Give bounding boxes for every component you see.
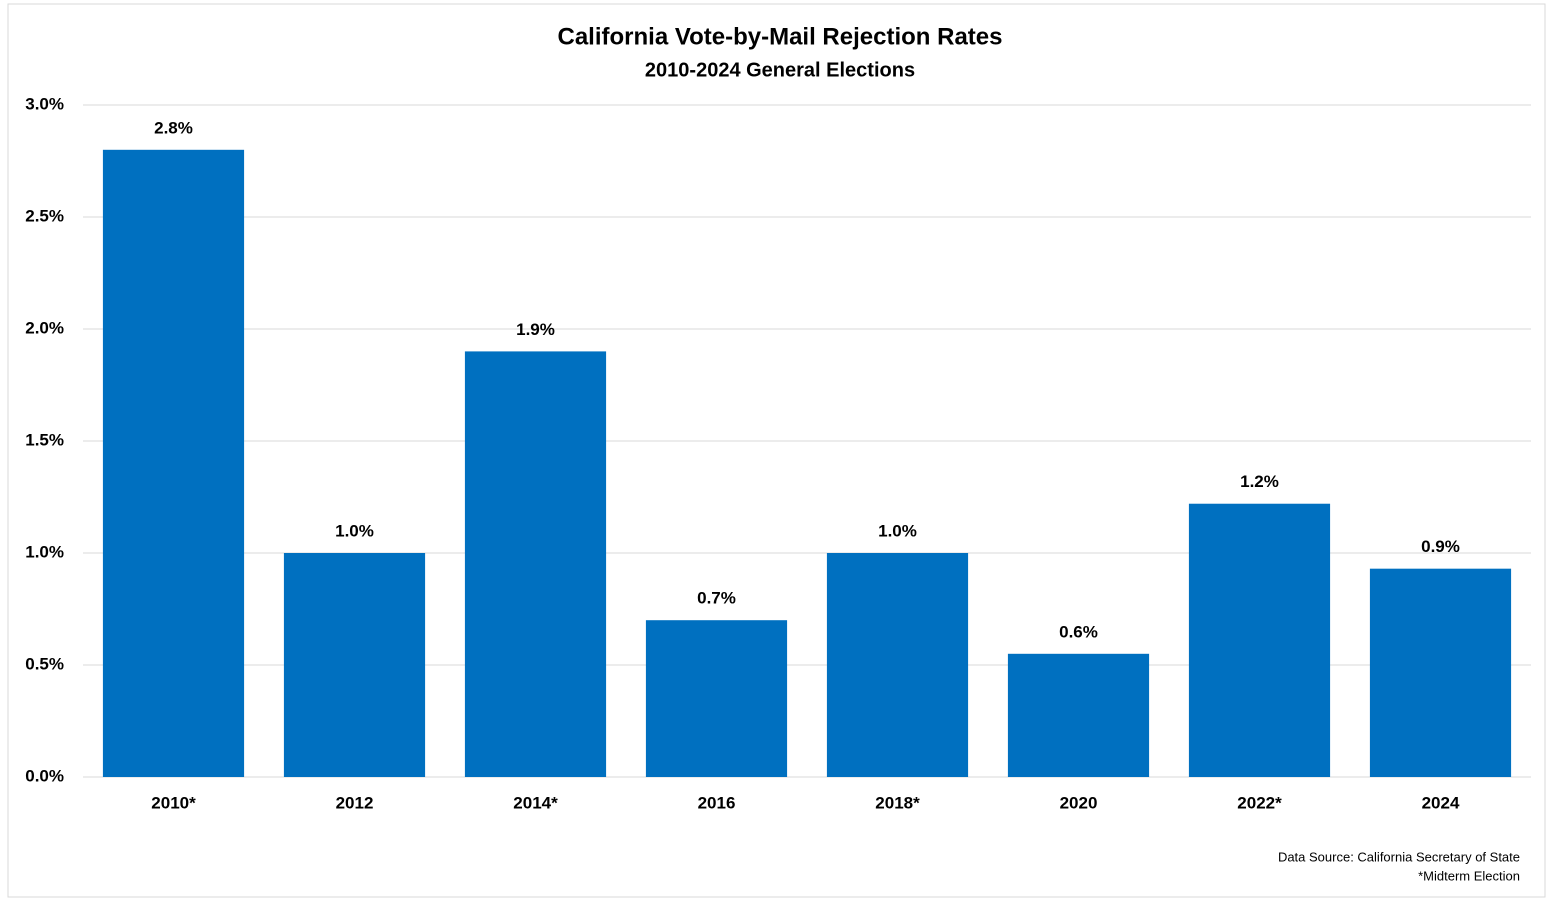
bar [1369, 568, 1512, 777]
x-tick-label: 2022* [1237, 793, 1282, 812]
annotation: *Midterm Election [1418, 868, 1520, 883]
data-label: 0.9% [1421, 537, 1460, 556]
chart-subtitle: 2010-2024 General Elections [645, 59, 915, 81]
x-tick-label: 2010* [151, 793, 196, 812]
y-tick-label: 3.0% [25, 94, 64, 113]
data-label: 1.2% [1240, 472, 1279, 491]
y-tick-label: 2.0% [25, 318, 64, 337]
y-tick-label: 0.5% [25, 654, 64, 673]
data-label: 0.6% [1059, 622, 1098, 641]
data-label: 1.0% [878, 521, 917, 540]
data-label: 1.9% [516, 320, 555, 339]
bar [645, 620, 788, 777]
bar [102, 149, 245, 778]
x-tick-label: 2018* [875, 793, 920, 812]
annotation: Data Source: California Secretary of Sta… [1278, 849, 1520, 864]
x-tick-label: 2016 [698, 793, 736, 812]
bar [283, 553, 426, 777]
y-tick-label: 2.5% [25, 206, 64, 225]
bar [464, 351, 607, 777]
x-tick-label: 2024 [1422, 793, 1460, 812]
x-tick-label: 2012 [336, 793, 374, 812]
x-tick-label: 2014* [513, 793, 558, 812]
bar [1007, 653, 1150, 777]
data-label: 2.8% [154, 118, 193, 137]
x-tick-label: 2020 [1060, 793, 1098, 812]
chart-title: California Vote-by-Mail Rejection Rates [558, 23, 1003, 50]
y-tick-label: 0.0% [25, 766, 64, 785]
data-label: 1.0% [335, 521, 374, 540]
bar [1188, 503, 1331, 777]
y-tick-label: 1.0% [25, 542, 64, 561]
y-tick-label: 1.5% [25, 430, 64, 449]
data-label: 0.7% [697, 589, 736, 608]
bar [826, 553, 969, 777]
